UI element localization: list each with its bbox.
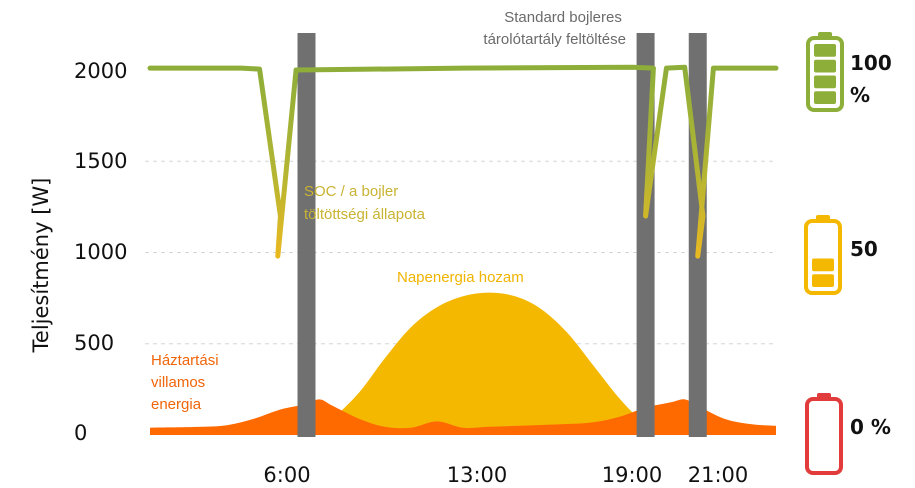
battery-icon: [805, 393, 843, 475]
battery-legend: 100 % 50 0 %: [804, 32, 892, 475]
battery-level-segment: [814, 75, 836, 89]
x-tick-label: 21:00: [688, 463, 749, 487]
y-tick-label: 0: [74, 421, 87, 445]
time-marker-bar: [297, 33, 316, 437]
x-tick-labels: 6:00 13:00 19:00 21:00: [263, 463, 748, 487]
y-tick-label: 500: [74, 331, 114, 355]
battery-label: 50: [850, 237, 878, 261]
y-tick-label: 1000: [74, 240, 127, 264]
annotations: Standard bojleres tárolótartály feltölté…: [151, 9, 626, 413]
y-axis-label: Teljesítmény [W]: [29, 178, 53, 354]
battery-level-segment: [812, 274, 834, 287]
y-tick-label: 2000: [74, 59, 127, 83]
x-tick-label: 19:00: [602, 463, 663, 487]
battery-label: 100%: [850, 51, 892, 107]
y-tick-label: 1500: [74, 149, 127, 173]
x-tick-label: 13:00: [447, 463, 508, 487]
battery-level-segment: [814, 44, 836, 57]
annotation-standard: Standard bojleres tárolótartály feltölté…: [483, 9, 626, 48]
annotation-solar: Napenergia hozam: [397, 269, 524, 286]
battery-level-segment: [814, 59, 836, 73]
soc-line: [147, 64, 779, 259]
battery-icon: [804, 215, 842, 295]
annotation-soc: SOC / a bojler töltöttségi állapota: [304, 183, 426, 223]
annotation-household: Háztartási villamos energia: [151, 352, 223, 413]
battery-level-segment: [812, 258, 834, 272]
y-tick-labels: 2000 1500 1000 500 0: [74, 59, 127, 445]
solar-yield-area: [319, 292, 646, 435]
x-tick-label: 6:00: [263, 463, 310, 487]
battery-level-segment: [814, 91, 836, 104]
battery-label: 0 %: [850, 415, 891, 439]
battery-icon: [806, 32, 844, 112]
